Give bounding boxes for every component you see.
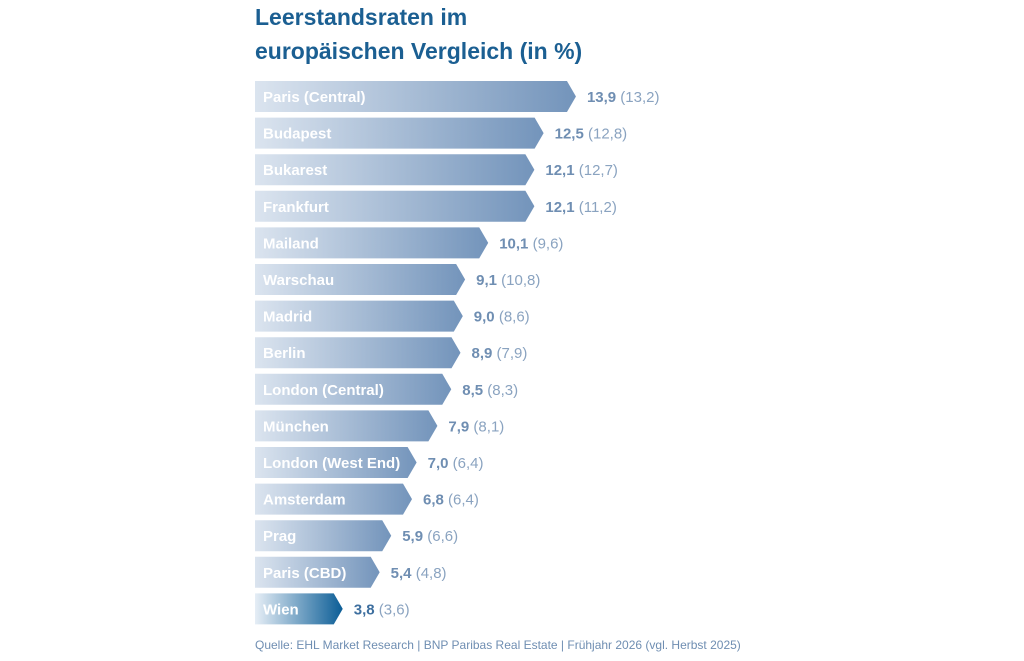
value-current: 8,9 xyxy=(472,345,493,362)
value-label: 10,1 (9,6) xyxy=(499,235,563,252)
category-label: Bukarest xyxy=(263,162,327,179)
bar-madrid xyxy=(255,300,463,332)
value-label: 8,5 (8,3) xyxy=(462,382,518,399)
value-label: 13,9 (13,2) xyxy=(587,89,660,106)
bar-london-west-end xyxy=(255,447,417,478)
value-previous: (8,6) xyxy=(495,309,530,326)
category-label: Frankfurt xyxy=(263,199,329,216)
bar-bukarest xyxy=(255,154,535,186)
category-label: London (West End) xyxy=(263,455,400,472)
value-previous: (8,3) xyxy=(483,382,518,399)
value-previous: (4,8) xyxy=(412,565,447,582)
category-label: Berlin xyxy=(263,345,306,362)
bar-mailand xyxy=(255,227,489,259)
bar-m-nchen xyxy=(255,410,438,442)
value-current: 7,9 xyxy=(448,418,469,435)
chart-title-line-2: europäischen Vergleich (in %) xyxy=(255,38,583,64)
value-label: 5,4 (4,8) xyxy=(391,565,447,582)
category-label: Prag xyxy=(263,528,296,545)
value-label: 6,8 (6,4) xyxy=(423,492,479,509)
bar-berlin xyxy=(255,337,461,369)
category-label: Mailand xyxy=(263,235,319,252)
category-label: Wien xyxy=(263,601,299,618)
value-previous: (12,8) xyxy=(584,126,627,143)
value-current: 5,4 xyxy=(391,565,413,582)
value-label: 12,1 (11,2) xyxy=(545,199,616,216)
source-note: Quelle: EHL Market Research | BNP Pariba… xyxy=(255,638,741,652)
category-label: Paris (Central) xyxy=(263,89,366,106)
value-current: 12,5 xyxy=(555,126,584,143)
bar-wien xyxy=(255,593,343,625)
category-label: Madrid xyxy=(263,309,312,326)
value-current: 5,9 xyxy=(402,528,423,545)
bar-amsterdam xyxy=(255,483,413,515)
category-label: München xyxy=(263,418,329,435)
value-label: 12,5 (12,8) xyxy=(555,126,628,143)
value-current: 12,1 xyxy=(545,162,574,179)
value-current: 9,1 xyxy=(476,272,497,289)
category-label: Paris (CBD) xyxy=(263,565,346,582)
value-previous: (3,6) xyxy=(375,601,410,618)
category-label: Amsterdam xyxy=(263,492,346,509)
value-current: 3,8 xyxy=(354,601,375,618)
value-current: 7,0 xyxy=(428,455,449,472)
value-previous: (8,1) xyxy=(469,418,504,435)
value-previous: (10,8) xyxy=(497,272,540,289)
value-current: 12,1 xyxy=(545,199,574,216)
bar-warschau xyxy=(255,264,466,295)
category-label: Budapest xyxy=(263,126,331,143)
value-previous: (12,7) xyxy=(575,162,618,179)
bar-paris-cbd xyxy=(255,556,380,588)
bar-budapest xyxy=(255,117,544,149)
value-previous: (6,6) xyxy=(423,528,458,545)
bar-london-central xyxy=(255,373,452,405)
value-current: 6,8 xyxy=(423,492,444,509)
value-label: 3,8 (3,6) xyxy=(354,601,410,618)
value-label: 8,9 (7,9) xyxy=(472,345,528,362)
value-current: 13,9 xyxy=(587,89,616,106)
category-label: Warschau xyxy=(263,272,334,289)
value-current: 9,0 xyxy=(474,309,495,326)
value-current: 8,5 xyxy=(462,382,483,399)
value-previous: (6,4) xyxy=(444,492,479,509)
bar-frankfurt xyxy=(255,190,535,222)
value-label: 7,0 (6,4) xyxy=(428,455,484,472)
value-label: 9,1 (10,8) xyxy=(476,272,540,289)
value-previous: (11,2) xyxy=(575,199,617,216)
chart-title-line-1: Leerstandsraten im xyxy=(255,4,468,30)
value-label: 7,9 (8,1) xyxy=(448,418,504,435)
value-previous: (9,6) xyxy=(528,235,563,252)
category-label: London (Central) xyxy=(263,382,384,399)
value-label: 9,0 (8,6) xyxy=(474,309,530,326)
value-previous: (6,4) xyxy=(448,455,483,472)
value-label: 12,1 (12,7) xyxy=(545,162,618,179)
value-label: 5,9 (6,6) xyxy=(402,528,458,545)
bar-prag xyxy=(255,520,392,552)
value-previous: (7,9) xyxy=(492,345,527,362)
bar-paris-central xyxy=(255,81,576,112)
value-current: 10,1 xyxy=(499,235,528,252)
bars-group: Paris (Central) 13,9 (13,2) Budapest 12,5 (… xyxy=(255,81,660,625)
value-previous: (13,2) xyxy=(616,89,659,106)
